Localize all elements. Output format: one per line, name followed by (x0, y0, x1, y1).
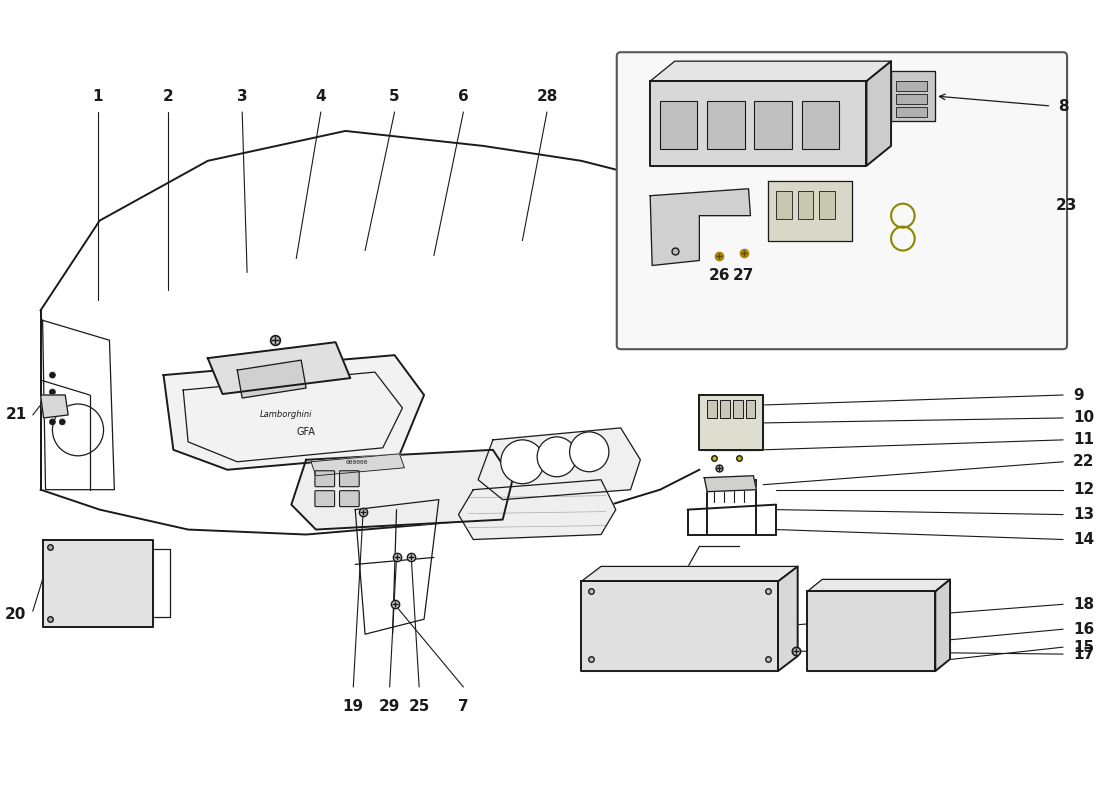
Text: 29: 29 (379, 699, 400, 714)
Text: 19: 19 (343, 699, 364, 714)
Text: 20: 20 (4, 606, 26, 622)
Polygon shape (650, 61, 891, 81)
Bar (707, 101, 745, 149)
Polygon shape (700, 395, 763, 450)
Polygon shape (867, 61, 891, 166)
Text: 3: 3 (236, 89, 248, 103)
Text: 26: 26 (708, 268, 729, 283)
Bar (896, 107, 927, 117)
Polygon shape (768, 181, 851, 241)
Polygon shape (582, 566, 797, 582)
Text: 000000: 000000 (346, 460, 368, 466)
FancyBboxPatch shape (340, 470, 360, 486)
FancyBboxPatch shape (617, 52, 1067, 349)
Polygon shape (292, 450, 513, 530)
Text: 21: 21 (6, 407, 26, 422)
Text: 6: 6 (458, 89, 469, 103)
Polygon shape (650, 81, 867, 166)
Text: 28: 28 (537, 89, 558, 103)
Text: 14: 14 (1072, 532, 1094, 547)
Circle shape (50, 406, 55, 412)
Text: 25: 25 (408, 699, 430, 714)
Bar (746, 400, 756, 418)
Polygon shape (41, 395, 68, 418)
Text: 27: 27 (733, 268, 755, 283)
Bar (720, 400, 729, 418)
Bar (896, 94, 927, 104)
Polygon shape (478, 428, 640, 500)
FancyBboxPatch shape (315, 490, 334, 506)
Text: 16: 16 (1072, 622, 1094, 637)
Polygon shape (704, 476, 757, 492)
Bar (820, 190, 835, 218)
Bar (802, 101, 839, 149)
Polygon shape (935, 579, 950, 671)
Bar (707, 400, 717, 418)
Text: 13: 13 (1072, 507, 1094, 522)
Circle shape (59, 419, 65, 425)
Polygon shape (807, 579, 950, 591)
Text: 9: 9 (1072, 387, 1084, 402)
Text: GFA: GFA (297, 427, 316, 437)
Text: 23: 23 (1055, 198, 1077, 213)
Text: 22: 22 (1072, 454, 1094, 470)
Bar (755, 101, 792, 149)
Text: 5: 5 (389, 89, 400, 103)
Polygon shape (164, 355, 425, 470)
Circle shape (570, 432, 609, 472)
FancyBboxPatch shape (315, 470, 334, 486)
Bar (798, 190, 813, 218)
Polygon shape (43, 539, 153, 627)
Circle shape (500, 440, 544, 484)
Polygon shape (807, 591, 935, 671)
Polygon shape (778, 566, 798, 671)
Polygon shape (311, 454, 405, 476)
Bar (896, 81, 927, 91)
Text: 15: 15 (1072, 640, 1094, 654)
Text: 7: 7 (458, 699, 469, 714)
Text: 1: 1 (92, 89, 103, 103)
Circle shape (50, 372, 55, 378)
Polygon shape (208, 342, 350, 394)
FancyBboxPatch shape (340, 490, 360, 506)
Bar (660, 101, 697, 149)
Bar (776, 190, 792, 218)
Text: 17: 17 (1072, 646, 1094, 662)
Text: 11: 11 (1072, 432, 1093, 447)
Text: 8: 8 (1058, 98, 1069, 114)
Circle shape (50, 419, 55, 425)
Text: 4: 4 (316, 89, 326, 103)
Polygon shape (650, 189, 750, 266)
Text: Lamborghini: Lamborghini (261, 410, 312, 419)
Polygon shape (891, 71, 935, 121)
Bar (733, 400, 742, 418)
Text: 2: 2 (163, 89, 174, 103)
Polygon shape (459, 480, 616, 539)
Circle shape (50, 389, 55, 395)
Circle shape (537, 437, 576, 477)
Polygon shape (238, 360, 306, 398)
Text: 12: 12 (1072, 482, 1094, 497)
Polygon shape (582, 582, 778, 671)
Text: 18: 18 (1072, 597, 1094, 612)
Text: a passion for: a passion for (366, 473, 600, 506)
Text: 10: 10 (1072, 410, 1094, 426)
